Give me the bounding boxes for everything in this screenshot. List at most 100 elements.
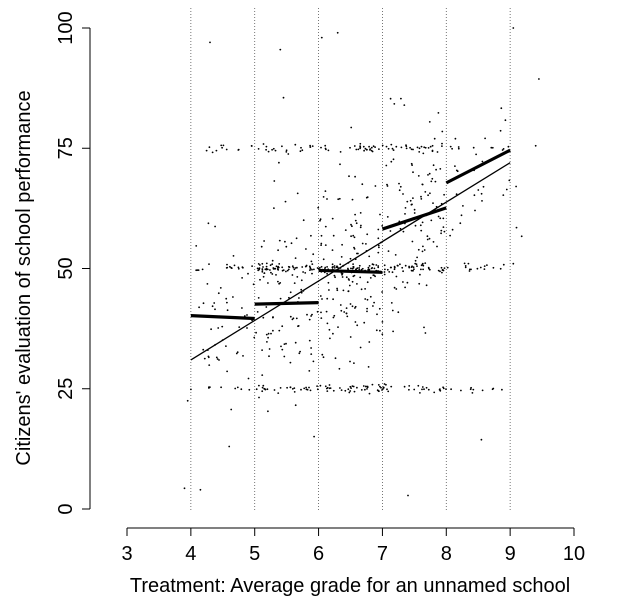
data-point [261, 374, 264, 376]
data-point [349, 146, 351, 149]
data-point [411, 265, 413, 268]
data-point [326, 386, 329, 389]
data-point [502, 194, 505, 197]
data-point [285, 342, 287, 345]
data-point [402, 270, 404, 273]
data-point [512, 27, 515, 29]
data-point [265, 265, 268, 268]
data-point [279, 297, 282, 300]
data-point [291, 274, 294, 276]
data-point [451, 228, 454, 231]
data-point [349, 257, 352, 260]
data-point [333, 274, 336, 277]
data-point [400, 97, 402, 100]
data-point [421, 386, 424, 388]
data-point [286, 386, 288, 389]
data-point [369, 295, 372, 298]
data-point [246, 314, 248, 316]
data-point [378, 148, 380, 151]
data-point [406, 281, 409, 284]
data-point [195, 245, 198, 247]
data-point [265, 148, 267, 151]
data-point [394, 254, 397, 256]
data-point [236, 386, 239, 389]
data-point [352, 263, 354, 265]
data-point [309, 146, 312, 149]
data-point [206, 283, 209, 285]
data-point [398, 182, 400, 185]
data-point [262, 275, 265, 278]
data-point [469, 388, 472, 391]
data-point [337, 326, 339, 328]
data-point [340, 309, 343, 312]
data-point [388, 271, 391, 273]
data-point [308, 370, 311, 372]
data-point [316, 385, 318, 387]
data-point [339, 151, 342, 153]
data-point [302, 271, 304, 273]
data-point [421, 263, 424, 265]
data-point [413, 268, 415, 271]
data-point [441, 271, 443, 274]
data-point [285, 270, 287, 273]
data-point [222, 144, 225, 147]
data-point [507, 145, 510, 148]
data-point [291, 388, 294, 390]
data-point [190, 388, 192, 391]
data-point [261, 349, 263, 351]
data-point [347, 267, 349, 270]
data-point [386, 268, 389, 271]
data-point [362, 145, 365, 148]
data-point [311, 272, 313, 275]
data-point [367, 366, 370, 368]
data-point [289, 291, 292, 294]
data-point [221, 146, 224, 149]
y-tick-label: 25 [55, 378, 77, 400]
data-point [321, 353, 324, 356]
data-point [236, 351, 239, 354]
data-point [404, 264, 407, 267]
data-point [354, 219, 357, 222]
data-point [283, 343, 286, 345]
data-point [439, 168, 442, 170]
y-tick-label: 75 [55, 137, 77, 159]
data-point [237, 266, 240, 269]
data-point [351, 305, 354, 308]
data-point [256, 267, 259, 270]
data-point [243, 315, 246, 317]
data-point [220, 144, 223, 147]
data-point [437, 112, 440, 114]
data-point [285, 151, 288, 153]
data-point [406, 200, 409, 203]
data-point [215, 356, 218, 359]
data-point [471, 392, 474, 394]
data-point [324, 266, 327, 269]
data-point [354, 175, 356, 178]
data-point [252, 283, 255, 286]
data-point [343, 311, 346, 313]
data-point [295, 317, 298, 320]
data-point [432, 241, 435, 243]
data-point [467, 262, 470, 265]
data-point [296, 266, 298, 269]
data-point [311, 313, 313, 316]
data-point [433, 137, 436, 140]
data-point [366, 388, 368, 390]
data-point [279, 282, 282, 284]
data-point [326, 198, 328, 200]
data-point [312, 360, 315, 363]
data-point [377, 251, 380, 254]
data-point [373, 274, 375, 277]
data-point [347, 388, 350, 391]
data-point [534, 144, 537, 147]
data-point [232, 296, 234, 298]
data-point [500, 107, 503, 110]
data-point [425, 284, 428, 287]
data-point [322, 258, 325, 261]
data-point [217, 327, 220, 329]
data-point [257, 297, 260, 299]
data-point [472, 146, 475, 149]
data-point [473, 194, 476, 197]
data-point [428, 172, 431, 175]
data-point [298, 297, 300, 299]
